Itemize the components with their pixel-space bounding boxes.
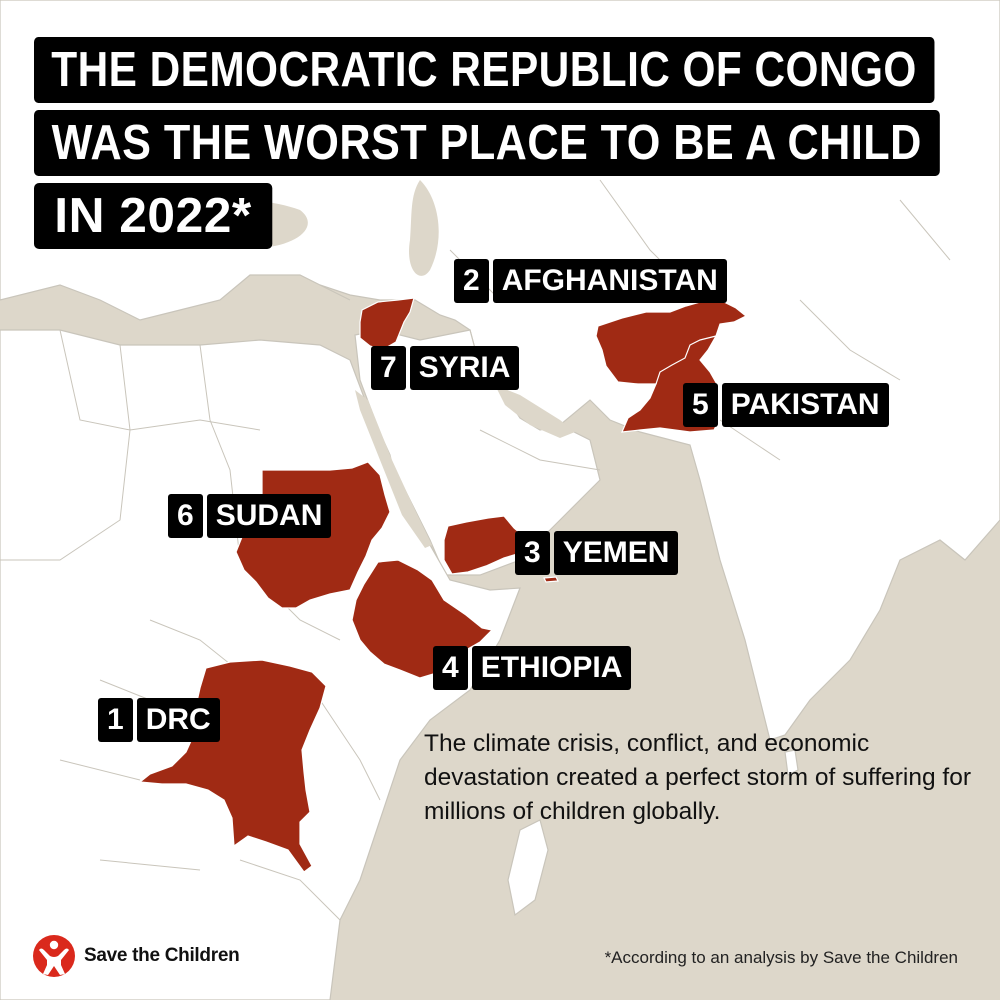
label-sudan-name: SUDAN: [206, 494, 332, 538]
title-line-3: IN 2022*: [34, 183, 272, 249]
label-afghanistan-name: AFGHANISTAN: [492, 259, 727, 303]
label-pakistan-rank: 5: [683, 383, 718, 427]
brand-name: Save the Children: [84, 945, 240, 966]
title-line-1: THE DEMOCRATIC REPUBLIC OF CONGO: [34, 37, 935, 103]
land-madagascar: [507, 819, 549, 917]
footnote: *According to an analysis by Save the Ch…: [604, 948, 958, 967]
label-syria: 7 SYRIA: [371, 346, 520, 390]
label-drc-rank: 1: [98, 698, 133, 742]
brand: Save the Children: [32, 934, 240, 978]
title-line-2: WAS THE WORST PLACE TO BE A CHILD: [34, 110, 940, 176]
body-text: The climate crisis, conflict, and econom…: [424, 730, 972, 825]
save-the-children-logo-icon: [33, 935, 75, 977]
label-pakistan-name: PAKISTAN: [721, 383, 889, 427]
label-drc-name: DRC: [136, 698, 220, 742]
label-afghanistan-rank: 2: [454, 259, 489, 303]
red-sea: [355, 390, 432, 548]
border-afghanistan-pakistan: [655, 335, 717, 385]
label-syria-rank: 7: [371, 346, 406, 390]
country-yemen: [443, 515, 529, 575]
country-syria: [359, 297, 415, 351]
label-ethiopia: 4 ETHIOPIA: [433, 646, 632, 690]
label-syria-name: SYRIA: [409, 346, 520, 390]
label-ethiopia-rank: 4: [433, 646, 468, 690]
country-drc: [138, 659, 327, 873]
borders-africa: [0, 329, 381, 921]
label-yemen-name: YEMEN: [553, 531, 679, 575]
caspian-sea: [409, 180, 439, 276]
label-drc: 1 DRC: [98, 698, 220, 742]
label-sudan-rank: 6: [168, 494, 203, 538]
label-pakistan: 5 PAKISTAN: [683, 383, 889, 427]
island-socotra: [543, 576, 559, 583]
label-ethiopia-name: ETHIOPIA: [471, 646, 632, 690]
label-sudan: 6 SUDAN: [168, 494, 332, 538]
persian-gulf: [495, 385, 575, 438]
label-yemen: 3 YEMEN: [515, 531, 679, 575]
label-yemen-rank: 3: [515, 531, 550, 575]
label-afghanistan: 2 AFGHANISTAN: [454, 259, 727, 303]
land-sri-lanka: [784, 749, 799, 776]
